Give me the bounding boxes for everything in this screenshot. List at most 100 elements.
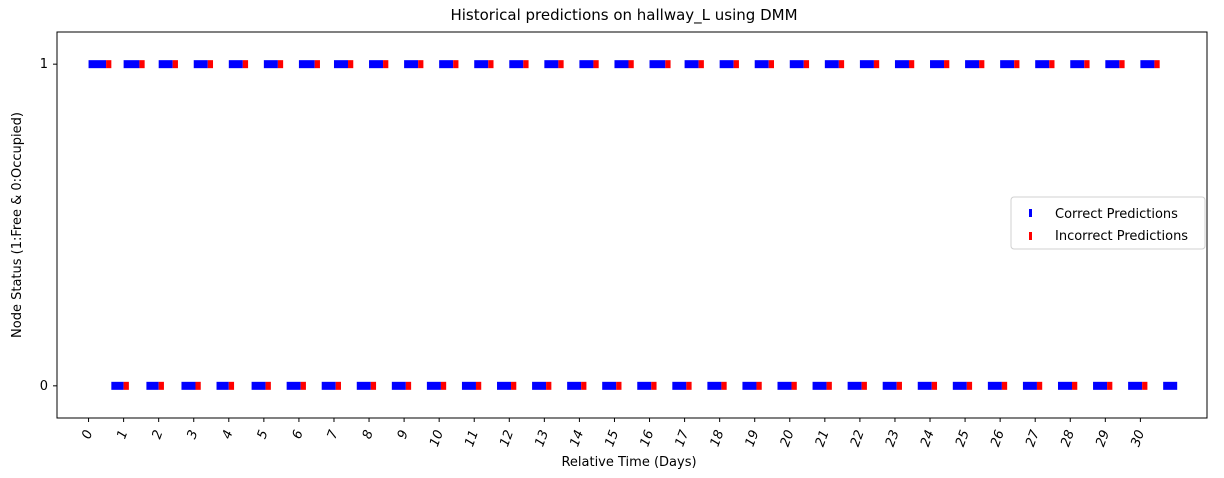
prediction-mark-incorrect — [314, 60, 320, 69]
prediction-mark-incorrect — [348, 60, 354, 69]
prediction-mark-incorrect — [139, 60, 145, 69]
legend-label-correct: Correct Predictions — [1055, 207, 1178, 222]
prediction-mark-incorrect — [453, 60, 459, 69]
prediction-mark-incorrect — [651, 381, 657, 390]
prediction-mark-correct — [637, 381, 652, 390]
prediction-mark-correct — [777, 381, 792, 390]
prediction-mark-correct — [369, 60, 384, 69]
prediction-mark-correct — [1035, 60, 1050, 69]
prediction-mark-incorrect — [265, 381, 271, 390]
y-tick-label: 0 — [40, 379, 48, 394]
prediction-mark-incorrect — [908, 60, 915, 69]
prediction-mark-incorrect — [826, 381, 832, 390]
prediction-mark-correct — [684, 60, 699, 69]
prediction-mark-incorrect — [1001, 381, 1008, 390]
prediction-mark-incorrect — [242, 60, 249, 69]
prediction-mark-correct — [930, 60, 945, 69]
prediction-mark-correct — [474, 60, 489, 69]
x-tick-label: 16 — [638, 428, 658, 449]
x-axis-label: Relative Time (Days) — [561, 455, 696, 470]
prediction-mark-correct — [754, 60, 769, 69]
prediction-mark-incorrect — [106, 60, 112, 69]
prediction-mark-correct — [1140, 60, 1155, 69]
prediction-mark-correct — [181, 381, 196, 390]
legend-marker-correct — [1029, 209, 1032, 217]
prediction-mark-correct — [158, 60, 173, 69]
prediction-mark-correct — [88, 60, 107, 69]
prediction-mark-correct — [391, 381, 406, 390]
y-axis-label: Node Status (1:Free & 0:Occupied) — [10, 112, 25, 338]
prediction-mark-incorrect — [370, 381, 377, 390]
prediction-mark-correct — [859, 60, 874, 69]
y-tick-label: 1 — [40, 57, 48, 72]
prediction-mark-correct — [812, 381, 827, 390]
prediction-mark-incorrect — [172, 60, 178, 69]
prediction-mark-correct — [1070, 60, 1085, 69]
prediction-mark-incorrect — [1119, 60, 1125, 69]
x-tick-label: 25 — [953, 428, 973, 449]
prediction-mark-incorrect — [803, 60, 810, 69]
prediction-mark-incorrect — [665, 60, 671, 69]
prediction-mark-incorrect — [195, 381, 201, 390]
prediction-mark-incorrect — [616, 381, 622, 390]
x-tick-label: 12 — [497, 428, 517, 449]
prediction-mark-correct — [321, 381, 336, 390]
prediction-mark-incorrect — [418, 60, 424, 69]
prediction-mark-incorrect — [721, 381, 727, 390]
x-tick-label: 14 — [567, 428, 587, 449]
prediction-mark-correct — [426, 381, 441, 390]
legend: Correct Predictions Incorrect Prediction… — [1010, 196, 1206, 250]
prediction-mark-incorrect — [1107, 381, 1113, 390]
prediction-mark-correct — [439, 60, 454, 69]
prediction-mark-correct — [544, 60, 559, 69]
prediction-mark-incorrect — [440, 381, 447, 390]
x-tick-label: 27 — [1023, 428, 1043, 449]
prediction-mark-correct — [707, 381, 722, 390]
prediction-mark-correct — [614, 60, 629, 69]
prediction-mark-incorrect — [768, 60, 774, 69]
prediction-mark-correct — [917, 381, 932, 390]
prediction-mark-incorrect — [966, 381, 973, 390]
x-tick-label: 24 — [918, 428, 938, 449]
prediction-mark-correct — [847, 381, 862, 390]
prediction-mark-correct — [193, 60, 208, 69]
prediction-mark-incorrect — [1084, 60, 1090, 69]
legend-label-incorrect: Incorrect Predictions — [1055, 229, 1188, 244]
prediction-mark-incorrect — [581, 381, 587, 390]
prediction-mark-correct — [1022, 381, 1037, 390]
prediction-mark-incorrect — [123, 381, 129, 390]
prediction-mark-incorrect — [558, 60, 564, 69]
legend-marker-incorrect — [1029, 232, 1032, 240]
prediction-mark-correct — [356, 381, 371, 390]
prediction-mark-correct — [461, 381, 476, 390]
prediction-mark-correct — [824, 60, 839, 69]
prediction-mark-correct — [263, 60, 278, 69]
chart-title: Historical predictions on hallway_L usin… — [450, 6, 797, 25]
prediction-mark-correct — [579, 60, 594, 69]
plot-frame — [56, 31, 1208, 419]
prediction-mark-incorrect — [158, 381, 164, 390]
prediction-mark-correct — [404, 60, 419, 69]
x-tick-label: 20 — [778, 428, 798, 449]
prediction-mark-correct — [567, 381, 582, 390]
prediction-mark-correct — [532, 381, 547, 390]
prediction-mark-incorrect — [698, 60, 704, 69]
prediction-mark-incorrect — [979, 60, 985, 69]
prediction-mark-correct — [123, 60, 140, 69]
prediction-mark-correct — [602, 381, 617, 390]
x-tick-label: 23 — [883, 428, 903, 449]
x-tick-label: 19 — [743, 428, 763, 449]
prediction-mark-correct — [251, 381, 266, 390]
x-tick-label: 10 — [427, 428, 447, 449]
prediction-mark-incorrect — [228, 381, 235, 390]
x-tick-label: 22 — [848, 428, 868, 449]
prediction-mark-incorrect — [944, 60, 950, 69]
x-tick-label: 13 — [532, 428, 552, 449]
x-tick-label: 29 — [1093, 428, 1113, 449]
prediction-mark-correct — [509, 60, 524, 69]
prediction-mark-incorrect — [335, 381, 341, 390]
prediction-mark-correct — [742, 381, 757, 390]
prediction-mark-incorrect — [300, 381, 306, 390]
prediction-mark-incorrect — [1014, 60, 1020, 69]
prediction-mark-correct — [649, 60, 666, 69]
